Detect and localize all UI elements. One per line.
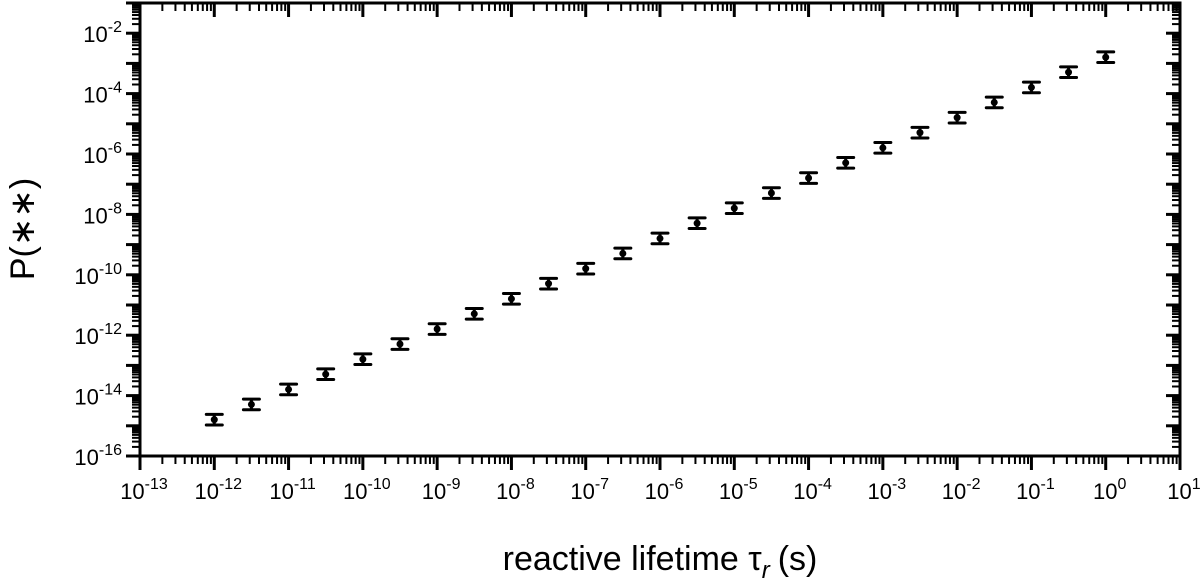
point-marker — [656, 234, 664, 242]
plot-frame — [138, 1, 1182, 458]
point-marker — [396, 340, 404, 348]
point-marker — [805, 174, 813, 182]
point-marker — [1065, 68, 1073, 76]
y-tick-labels: 10-16 10-14 10-12 10-10 10-8 10-6 10-4 10-2 — [74, 19, 122, 470]
point-marker — [285, 385, 293, 393]
x-tick-label: 10-13 — [120, 476, 168, 504]
data-point — [316, 367, 336, 382]
data-point — [724, 201, 744, 216]
data-point — [1059, 65, 1079, 80]
point-marker — [433, 325, 441, 333]
data-point — [910, 125, 930, 140]
x-tick-label: 10-5 — [719, 476, 758, 504]
data-point — [947, 110, 967, 125]
y-tick-label: 10-8 — [83, 200, 122, 228]
x-tick-label: 10-1 — [1016, 476, 1055, 504]
data-point — [204, 412, 224, 427]
point-marker — [582, 265, 590, 273]
data-point — [984, 95, 1004, 110]
data-point — [241, 397, 261, 412]
data-point — [427, 322, 447, 336]
y-axis-title: P(∗∗) — [4, 178, 42, 280]
data-point — [687, 216, 707, 231]
axis-ticks — [126, 1, 1182, 470]
point-marker — [1027, 83, 1035, 91]
data-point — [390, 337, 410, 351]
point-marker — [842, 159, 850, 167]
point-marker — [916, 129, 924, 137]
point-marker — [693, 219, 701, 227]
x-axis-title-main: reactive lifetime τ — [503, 540, 763, 578]
point-marker — [247, 400, 255, 408]
y-tick-label: 10-6 — [83, 140, 122, 168]
x-tick-label: 10-11 — [269, 476, 316, 504]
x-tick-label: 10-9 — [422, 476, 461, 504]
x-tick-label: 10-2 — [942, 476, 981, 504]
point-marker — [470, 310, 478, 318]
point-marker — [953, 114, 961, 122]
data-point — [650, 231, 670, 246]
data-point — [539, 276, 559, 291]
x-tick-label: 10-8 — [496, 476, 535, 504]
data-point — [761, 186, 781, 200]
x-axis-title-subscript: r — [762, 557, 771, 584]
data-point — [501, 292, 521, 306]
point-marker — [507, 295, 515, 303]
point-marker — [1102, 53, 1110, 61]
y-tick-label: 10-2 — [83, 19, 122, 47]
point-marker — [359, 355, 367, 363]
x-tick-label: 100 — [1093, 476, 1126, 504]
data-point — [464, 307, 484, 321]
y-tick-label: 10-4 — [83, 80, 122, 108]
x-tick-label: 10-7 — [570, 476, 609, 504]
x-axis-title-unit: (s) — [778, 540, 818, 578]
y-tick-label: 10-12 — [74, 321, 122, 349]
x-tick-labels: 10-13 10-12 10-11 10-10 10-9 10-8 10-7 10-6 10-5… — [120, 476, 1200, 504]
data-point — [576, 261, 596, 276]
x-tick-label: 10-10 — [343, 476, 391, 504]
y-tick-label: 10-10 — [74, 261, 122, 289]
data-point — [279, 382, 299, 397]
data-point — [799, 171, 819, 185]
y-tick-label: 10-14 — [74, 382, 122, 410]
data-point — [873, 141, 893, 155]
data-points — [204, 50, 1116, 427]
y-tick-label: 10-16 — [74, 442, 122, 470]
data-point — [1096, 50, 1116, 65]
x-tick-label: 101 — [1167, 476, 1200, 504]
data-point — [613, 246, 633, 261]
data-point — [836, 156, 856, 170]
x-tick-label: 10-3 — [867, 476, 906, 504]
point-marker — [210, 416, 218, 424]
point-marker — [545, 280, 553, 288]
x-tick-label: 10-12 — [194, 476, 242, 504]
data-point — [1021, 80, 1041, 95]
point-marker — [879, 144, 887, 152]
point-marker — [730, 204, 738, 212]
x-axis-title: reactive lifetime τr (s) — [503, 540, 818, 584]
data-point — [353, 352, 373, 367]
x-tick-label: 10-4 — [793, 476, 832, 504]
x-tick-label: 10-6 — [645, 476, 684, 504]
point-marker — [322, 370, 330, 378]
point-marker — [990, 98, 998, 106]
point-marker — [767, 189, 775, 197]
point-marker — [619, 249, 627, 257]
